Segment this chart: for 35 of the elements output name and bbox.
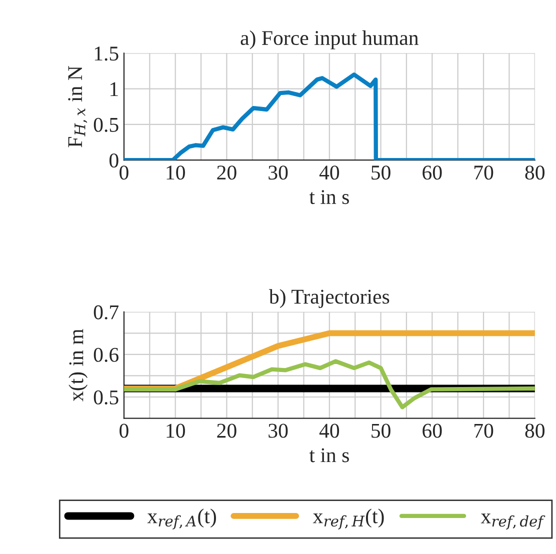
x-tick-label: 40 xyxy=(319,166,340,180)
y-tick-label: 0.7 xyxy=(94,305,119,320)
x-tick-label: 60 xyxy=(422,166,442,180)
x-tick-label: 70 xyxy=(474,166,494,180)
x-tick-label: 40 xyxy=(319,424,340,438)
x-axis-title: t in s xyxy=(309,190,349,204)
y-tick-label: 0.5 xyxy=(94,118,118,132)
chart-title: b) Trajectories xyxy=(268,289,390,308)
y-axis-title: F$_{H,x}$ in N xyxy=(68,66,88,148)
y-tick-label: 1 xyxy=(110,82,118,96)
x-axis-title: t in s xyxy=(309,448,349,462)
y-tick-label: 1.5 xyxy=(94,46,118,61)
x-tick-label: 30 xyxy=(268,424,288,438)
x-tick-label: 20 xyxy=(217,424,236,438)
x-tick-label: 50 xyxy=(372,166,390,180)
y-tick-label: 0.5 xyxy=(94,390,118,405)
x-tick-label: 10 xyxy=(166,166,185,180)
legend-label: x$_{ref,A}$(t) xyxy=(147,508,216,530)
x-tick-label: 10 xyxy=(166,424,185,438)
line-series xyxy=(124,359,535,410)
chart-title: a) Force input human xyxy=(240,30,418,50)
y-tick-label: 0.6 xyxy=(94,348,119,362)
legend-label: x$_{ref,def}$ xyxy=(480,514,546,530)
x-tick-label: 70 xyxy=(474,424,494,438)
y-axis-title: x(t) in m xyxy=(68,328,88,402)
x-tick-label: 80 xyxy=(525,424,544,438)
y-tick-label: 0 xyxy=(110,153,118,168)
x-tick-label: 0 xyxy=(120,424,128,438)
x-tick-label: 50 xyxy=(372,424,390,438)
x-tick-label: 80 xyxy=(525,166,544,180)
x-tick-label: 0 xyxy=(120,166,128,180)
legend-label: x$_{ref,H}$(t) xyxy=(312,508,384,530)
x-tick-label: 60 xyxy=(422,424,442,438)
x-tick-label: 30 xyxy=(268,166,288,180)
x-tick-label: 20 xyxy=(217,166,236,180)
